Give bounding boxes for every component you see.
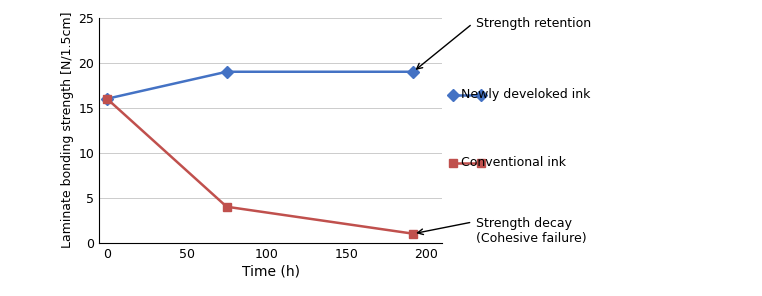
Text: Newly develoked ink: Newly develoked ink [461, 88, 591, 101]
Newly develoked ink [408, 70, 418, 73]
Conventional ink [102, 97, 111, 101]
Line: Newly develoked ink: Newly develoked ink [103, 67, 418, 103]
Text: Strength retention: Strength retention [476, 17, 591, 30]
Conventional ink [222, 205, 231, 208]
Newly develoked ink [222, 70, 231, 73]
Conventional ink [408, 232, 418, 236]
Text: Strength decay
(Cohesive failure): Strength decay (Cohesive failure) [476, 217, 587, 245]
Text: Conventional ink: Conventional ink [461, 156, 566, 169]
X-axis label: Time (h): Time (h) [242, 265, 299, 279]
Newly develoked ink [102, 97, 111, 101]
Y-axis label: Laminate bonding strength [N/1.5cm]: Laminate bonding strength [N/1.5cm] [61, 12, 74, 248]
Line: Conventional ink: Conventional ink [103, 95, 418, 238]
